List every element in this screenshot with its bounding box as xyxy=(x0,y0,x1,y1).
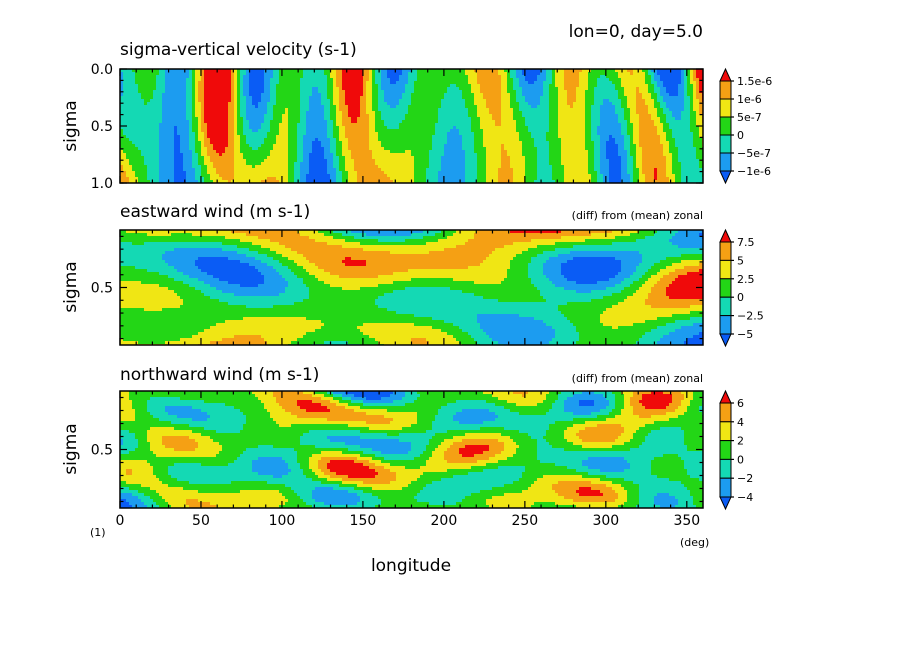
panel-vertical-velocity: sigma-vertical velocity (s-1) 0.00.51.0 … xyxy=(61,40,772,192)
panel-1-title: sigma-vertical velocity (s-1) xyxy=(120,40,357,60)
figure-header: lon=0, day=5.0 xyxy=(569,22,703,42)
panel-1-field xyxy=(120,69,706,184)
